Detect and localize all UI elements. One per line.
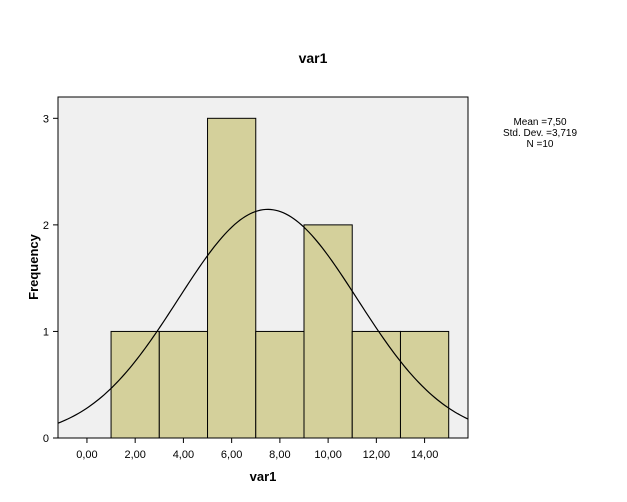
x-tick-label: 4,00: [173, 449, 194, 461]
x-tick-label: 2,00: [124, 449, 145, 461]
y-tick-label: 3: [43, 113, 49, 125]
x-tick-label: 14,00: [411, 449, 439, 461]
x-tick-label: 10,00: [314, 449, 342, 461]
normal-curve: [57, 208, 469, 424]
x-tick-label: 8,00: [269, 449, 290, 461]
plot-border: [57, 96, 469, 439]
histogram-bar-2: [158, 330, 209, 439]
histogram-bar-4: [255, 330, 305, 439]
x-tick-label: 12,00: [363, 449, 391, 461]
y-tick-label: 0: [43, 433, 49, 445]
y-tick-label: 2: [43, 220, 49, 232]
histogram-bar-1: [110, 330, 160, 439]
y-axis: 0 1 2 3: [43, 113, 58, 445]
chart-title: var1: [299, 50, 328, 66]
x-tick-label: 6,00: [221, 449, 242, 461]
y-tick-label: 1: [43, 326, 49, 338]
histogram-bar-7: [399, 330, 450, 439]
stats-n: N =10: [527, 139, 554, 150]
stats-mean: Mean =7,50: [513, 117, 567, 128]
histogram-bar-6: [351, 330, 401, 439]
normal-curve-layer: [57, 208, 469, 424]
stats-std-dev: Std. Dev. =3,719: [503, 128, 577, 139]
x-axis-label: var1: [250, 469, 277, 484]
stats-box: Mean =7,50 Std. Dev. =3,719 N =10: [503, 117, 577, 150]
histogram-bar-3: [207, 117, 257, 439]
histogram-bar-5: [303, 224, 353, 439]
x-axis: 0,00 2,00 4,00 6,00 8,00 10,00 12,00 14,00: [76, 438, 438, 461]
y-axis-label: Frequency: [26, 233, 41, 300]
bars-layer: [110, 117, 450, 439]
x-tick-label: 0,00: [76, 449, 97, 461]
